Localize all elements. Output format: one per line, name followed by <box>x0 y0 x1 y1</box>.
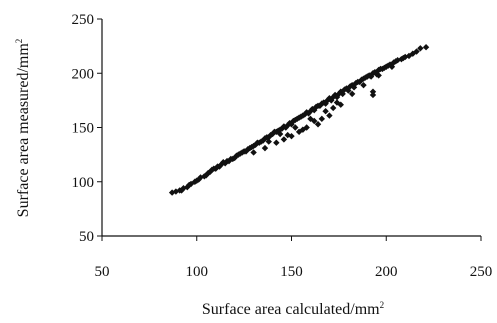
data-point <box>375 72 382 79</box>
data-point <box>339 90 346 98</box>
data-point <box>265 134 272 141</box>
x-tick-label: 50 <box>95 264 110 280</box>
data-point <box>273 139 280 146</box>
data-point <box>417 45 424 52</box>
data-point <box>284 131 291 139</box>
data-point <box>248 143 255 151</box>
data-point <box>333 99 341 106</box>
y-tick-label: 200 <box>72 66 95 82</box>
data-point <box>409 50 416 57</box>
data-point <box>208 166 216 174</box>
data-point <box>316 102 324 109</box>
data-point <box>328 97 335 104</box>
data-point <box>392 58 399 65</box>
data-point <box>322 100 329 107</box>
data-point <box>311 106 318 114</box>
x-tick-label: 100 <box>186 264 209 280</box>
data-point <box>379 65 386 73</box>
data-point <box>261 144 269 152</box>
data-point <box>250 149 257 156</box>
data-point <box>367 73 375 80</box>
data-point <box>322 108 329 115</box>
data-point <box>295 128 303 136</box>
data-point <box>326 112 333 119</box>
data-point <box>282 124 290 131</box>
data-point <box>254 139 261 146</box>
data-point <box>293 115 301 123</box>
data-point <box>280 136 288 143</box>
x-tick-label: 150 <box>280 264 303 280</box>
data-point <box>242 148 250 155</box>
data-point <box>348 90 356 98</box>
data-point <box>185 181 193 189</box>
data-point <box>305 110 312 117</box>
x-tick-label: 200 <box>375 264 398 280</box>
data-point <box>197 174 204 181</box>
data-point <box>237 150 244 157</box>
x-axis-title: Surface area calculated/mm2 <box>202 300 384 318</box>
data-point <box>259 137 267 144</box>
data-point <box>299 126 307 133</box>
data-point <box>314 121 322 128</box>
data-point <box>214 163 221 170</box>
data-point <box>318 115 326 123</box>
data-point <box>265 138 272 145</box>
data-point <box>362 74 369 81</box>
data-point <box>333 93 341 101</box>
data-point <box>288 121 295 128</box>
data-point <box>369 88 377 95</box>
data-point <box>292 124 299 131</box>
data-point <box>276 130 284 138</box>
data-point <box>369 91 377 99</box>
data-point <box>388 63 396 70</box>
data-point <box>231 154 238 162</box>
axes: 50 100 150 200 250 50 100 150 200 250 <box>72 12 493 280</box>
data-point <box>271 128 278 136</box>
data-point <box>350 84 358 91</box>
y-tick-label: 150 <box>72 121 95 137</box>
data-point <box>299 112 307 119</box>
data-point <box>400 54 407 62</box>
data-point <box>178 187 185 194</box>
data-point <box>203 172 210 179</box>
x-tick-label: 250 <box>470 264 493 280</box>
data-point <box>303 124 310 131</box>
data-point <box>422 44 430 51</box>
data-point <box>345 87 352 94</box>
data-point <box>356 78 363 86</box>
y-tick-label: 50 <box>79 229 94 245</box>
data-point <box>193 177 200 184</box>
data-point <box>220 159 227 166</box>
y-tick-label: 250 <box>72 12 95 28</box>
data-point <box>360 81 367 89</box>
data-point <box>413 48 420 55</box>
data-point <box>225 157 233 165</box>
data-point <box>329 104 337 112</box>
y-tick-label: 100 <box>72 175 95 191</box>
y-axis-title: Surface area measured/mm2 <box>14 39 32 218</box>
data-point <box>384 62 392 69</box>
data-point <box>276 126 284 133</box>
data-points <box>168 44 430 196</box>
data-point <box>307 115 314 123</box>
